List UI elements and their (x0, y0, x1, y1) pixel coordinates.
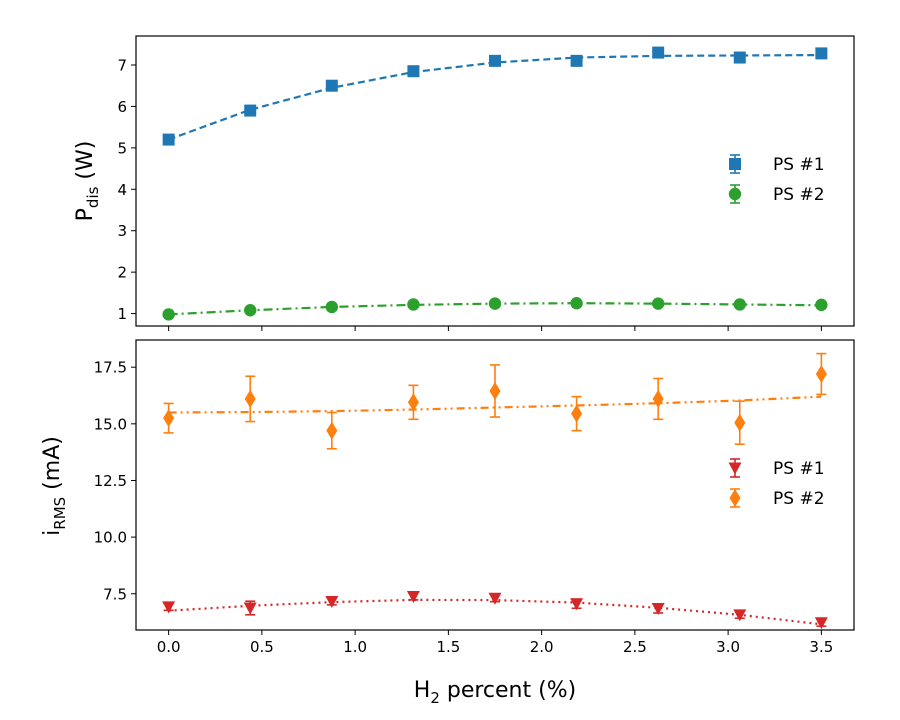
bottom-data-point (571, 404, 583, 423)
bottom-data-point (244, 389, 256, 408)
top-data-point (407, 298, 420, 311)
bottom-data-point (814, 617, 828, 630)
bottom-data-point (652, 389, 664, 408)
top-data-point (244, 304, 257, 317)
top-data-point (570, 54, 583, 67)
bottom-series-1 (162, 590, 828, 630)
top-series-1 (162, 46, 828, 146)
top-series-2 (162, 297, 828, 321)
bottom-data-point (488, 592, 502, 605)
top-y-tick-label: 2 (117, 264, 127, 282)
top-data-point (815, 47, 828, 60)
x-tick-label: 0.5 (250, 638, 274, 656)
bottom-y-tick-label: 10.0 (94, 529, 127, 547)
top-y-label-unit: (W) (73, 141, 98, 180)
bottom-data-point (163, 409, 175, 428)
bottom-axes-frame (135, 339, 855, 631)
x-tick-label: 3.5 (809, 638, 833, 656)
top-y-label-space (73, 180, 98, 187)
top-y-tick-label: 1 (117, 305, 127, 323)
bottom-data-point (407, 393, 419, 412)
bottom-y-axis-label: iRMS (mA) (40, 436, 69, 536)
top-legend-marker (728, 187, 742, 201)
top-legend-label: PS #2 (773, 185, 825, 205)
top-data-point (489, 54, 501, 67)
top-data-point (162, 133, 175, 146)
bottom-data-point (489, 381, 501, 400)
top-legend: PS #1 PS #2 (728, 154, 825, 205)
top-data-point (733, 51, 746, 64)
bottom-fit-line-2 (168, 395, 822, 414)
top-data-point (244, 104, 257, 117)
bottom-y-label-main: i (40, 530, 65, 536)
top-data-point (325, 300, 339, 314)
bottom-data-point (406, 590, 420, 603)
x-axis-label: H2 percent (%) (414, 678, 576, 707)
bottom-series-2 (163, 352, 827, 450)
bottom-data-point (651, 602, 665, 615)
bottom-data-point (734, 413, 746, 432)
top-y-tick-label: 6 (117, 98, 127, 116)
top-data-point (651, 297, 665, 310)
bottom-y-label-space (40, 490, 65, 497)
bottom-data-point (326, 421, 338, 440)
top-y-tick-label: 3 (117, 222, 127, 240)
x-tick-label: 1.0 (343, 638, 367, 656)
top-fit-line-1 (168, 53, 822, 141)
top-data-point (325, 79, 338, 92)
top-y-tick-label: 4 (117, 181, 127, 199)
bottom-data-point (162, 601, 176, 614)
bottom-data-point (243, 602, 257, 615)
bottom-y-label-unit: (mA) (40, 436, 65, 490)
x-tick-label: 3.0 (716, 638, 740, 656)
bottom-y-label-sub: RMS (51, 497, 69, 530)
bottom-data-point (815, 364, 827, 383)
top-data-point (652, 46, 665, 59)
bottom-y-tick-label: 17.5 (94, 359, 127, 377)
x-label-sub: 2 (430, 689, 440, 707)
bottom-legend-marker (728, 462, 742, 475)
top-panel: 1 2 3 4 5 6 7 PS #1 PS #2 (117, 35, 855, 331)
bottom-legend: PS #1 PS #2 (728, 458, 825, 509)
x-label-rest: percent (%) (440, 678, 576, 703)
bottom-y-tick-label: 7.5 (103, 585, 127, 603)
bottom-data-point (570, 598, 584, 611)
bottom-data-point (325, 595, 339, 608)
top-data-point (488, 297, 502, 310)
top-y-tick-label: 5 (117, 139, 127, 157)
bottom-legend-label: PS #2 (773, 489, 825, 509)
bottom-y-tick-label: 12.5 (94, 472, 127, 490)
top-data-point (162, 308, 175, 321)
top-data-point (407, 65, 420, 78)
x-tick-label: 0.0 (157, 638, 181, 656)
x-tick-label: 2.5 (623, 638, 647, 656)
top-y-label-sub: dis (84, 186, 102, 208)
top-legend-label: PS #1 (773, 155, 825, 175)
x-tick-label: 1.5 (436, 638, 460, 656)
top-axes-frame (135, 35, 855, 327)
x-tick-label: 2.0 (530, 638, 554, 656)
top-data-point (815, 298, 828, 312)
top-y-axis-label: Pdis (W) (73, 141, 102, 222)
bottom-data-point (733, 609, 747, 622)
bottom-y-tick-label: 15.0 (94, 415, 127, 433)
bottom-fit-line-1 (168, 598, 822, 626)
bottom-legend-label: PS #1 (773, 459, 825, 479)
top-legend-marker (729, 158, 741, 170)
bottom-panel: 7.5 10.0 12.5 15.0 17.5 0.0 0.5 1.0 1.5 2.0 2.5 3.0… (94, 339, 855, 656)
x-label-main: H (414, 678, 431, 703)
top-y-label-main: P (73, 208, 98, 221)
bottom-legend-marker (729, 489, 741, 507)
top-data-point (570, 297, 583, 310)
top-data-point (733, 298, 746, 311)
top-y-tick-label: 7 (117, 57, 127, 75)
